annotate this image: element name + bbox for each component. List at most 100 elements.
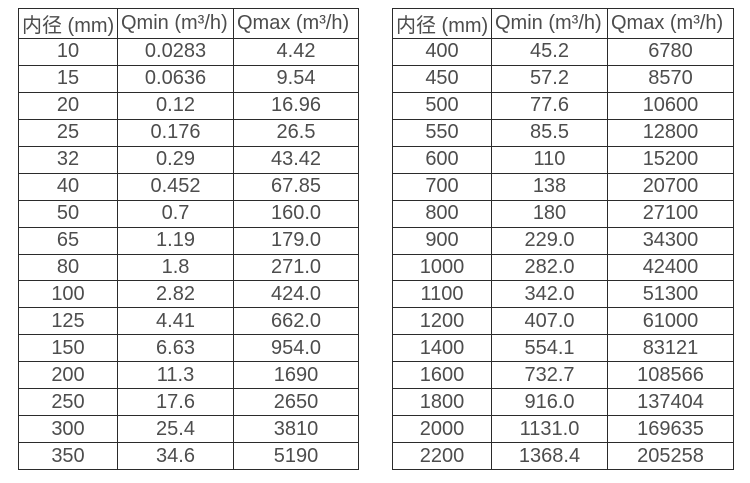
table-cell: 0.0283 bbox=[117, 38, 234, 66]
table-cell: 51300 bbox=[607, 280, 734, 309]
table-cell: 85.5 bbox=[491, 118, 608, 147]
table-cell: 662.0 bbox=[233, 307, 359, 336]
table-cell: 11.3 bbox=[117, 361, 234, 390]
column-header-diameter: 内径 (mm) bbox=[392, 8, 492, 39]
table-cell: 1200 bbox=[392, 307, 492, 336]
table-cell: 2000 bbox=[392, 415, 492, 444]
table-cell: 0.176 bbox=[117, 118, 234, 147]
table-row: 80 1.8 271.0 bbox=[18, 253, 359, 282]
table-cell: 4.41 bbox=[117, 307, 234, 336]
table-cell: 80 bbox=[18, 253, 118, 282]
column-header-qmax: Qmax (m³/h) bbox=[607, 8, 734, 39]
table-cell: 17.6 bbox=[117, 388, 234, 417]
table-cell: 8570 bbox=[607, 64, 734, 93]
table-cell: 15 bbox=[18, 64, 118, 93]
table-cell: 954.0 bbox=[233, 334, 359, 363]
table-cell: 137404 bbox=[607, 388, 734, 417]
table-cell: 1.8 bbox=[117, 253, 234, 282]
table-row: 40 0.452 67.85 bbox=[18, 172, 359, 201]
table-cell: 554.1 bbox=[491, 334, 608, 363]
table-row: 15 0.0636 9.54 bbox=[18, 64, 359, 93]
table-row: 1400 554.1 83121 bbox=[392, 334, 734, 363]
table-cell: 550 bbox=[392, 118, 492, 147]
table-row: 150 6.63 954.0 bbox=[18, 334, 359, 363]
table-cell: 67.85 bbox=[233, 172, 359, 201]
table-cell: 282.0 bbox=[491, 253, 608, 282]
table-cell: 42400 bbox=[607, 253, 734, 282]
table-cell: 43.42 bbox=[233, 145, 359, 174]
table-cell: 20 bbox=[18, 91, 118, 120]
table-cell: 1690 bbox=[233, 361, 359, 390]
table-row: 1100 342.0 51300 bbox=[392, 280, 734, 309]
table-cell: 0.12 bbox=[117, 91, 234, 120]
table-row: 65 1.19 179.0 bbox=[18, 226, 359, 255]
table-cell: 250 bbox=[18, 388, 118, 417]
table-cell: 2650 bbox=[233, 388, 359, 417]
table-cell: 150 bbox=[18, 334, 118, 363]
table-cell: 424.0 bbox=[233, 280, 359, 309]
table-row: 50 0.7 160.0 bbox=[18, 199, 359, 228]
column-header-qmin: Qmin (m³/h) bbox=[117, 8, 234, 39]
column-header-qmax: Qmax (m³/h) bbox=[233, 8, 359, 39]
table-cell: 138 bbox=[491, 172, 608, 201]
table-row: 400 45.2 6780 bbox=[392, 38, 734, 66]
table-row: 300 25.4 3810 bbox=[18, 415, 359, 444]
table-cell: 300 bbox=[18, 415, 118, 444]
table-cell: 160.0 bbox=[233, 199, 359, 228]
table-cell: 0.29 bbox=[117, 145, 234, 174]
table-cell: 1.19 bbox=[117, 226, 234, 255]
table-cell: 342.0 bbox=[491, 280, 608, 309]
table-cell: 61000 bbox=[607, 307, 734, 336]
table-row: 2000 1131.0 169635 bbox=[392, 415, 734, 444]
table-cell: 407.0 bbox=[491, 307, 608, 336]
table-cell: 900 bbox=[392, 226, 492, 255]
flow-table-large-diameters: 内径 (mm) Qmin (m³/h) Qmax (m³/h) 400 45.2 6… bbox=[392, 8, 734, 470]
table-body-small-diameters: 10 0.0283 4.42 15 0.0636 9.54 20 0.12 16.96 25 0.1… bbox=[18, 38, 359, 470]
table-cell: 26.5 bbox=[233, 118, 359, 147]
table-cell: 125 bbox=[18, 307, 118, 336]
table-row: 500 77.6 10600 bbox=[392, 91, 734, 120]
table-body-large-diameters: 400 45.2 6780 450 57.2 8570 500 77.6 10600 550 85.… bbox=[392, 38, 734, 470]
table-cell: 45.2 bbox=[491, 38, 608, 66]
table-cell: 5190 bbox=[233, 442, 359, 470]
table-row: 250 17.6 2650 bbox=[18, 388, 359, 417]
flow-table-small-diameters: 内径 (mm) Qmin (m³/h) Qmax (m³/h) 10 0.0283… bbox=[18, 8, 359, 470]
table-row: 1200 407.0 61000 bbox=[392, 307, 734, 336]
table-cell: 350 bbox=[18, 442, 118, 470]
table-cell: 1000 bbox=[392, 253, 492, 282]
table-cell: 1600 bbox=[392, 361, 492, 390]
table-cell: 12800 bbox=[607, 118, 734, 147]
table-cell: 205258 bbox=[607, 442, 734, 470]
table-cell: 10 bbox=[18, 38, 118, 66]
table-row: 900 229.0 34300 bbox=[392, 226, 734, 255]
column-header-qmin: Qmin (m³/h) bbox=[491, 8, 608, 39]
table-row: 700 138 20700 bbox=[392, 172, 734, 201]
table-cell: 732.7 bbox=[491, 361, 608, 390]
table-cell: 10600 bbox=[607, 91, 734, 120]
table-row: 1600 732.7 108566 bbox=[392, 361, 734, 390]
table-row: 2200 1368.4 205258 bbox=[392, 442, 734, 470]
table-row: 200 11.3 1690 bbox=[18, 361, 359, 390]
table-cell: 4.42 bbox=[233, 38, 359, 66]
table-header-row: 内径 (mm) Qmin (m³/h) Qmax (m³/h) bbox=[18, 8, 359, 39]
table-cell: 34300 bbox=[607, 226, 734, 255]
table-cell: 200 bbox=[18, 361, 118, 390]
table-row: 10 0.0283 4.42 bbox=[18, 38, 359, 66]
table-cell: 400 bbox=[392, 38, 492, 66]
table-cell: 6780 bbox=[607, 38, 734, 66]
table-cell: 1131.0 bbox=[491, 415, 608, 444]
table-cell: 1800 bbox=[392, 388, 492, 417]
table-cell: 271.0 bbox=[233, 253, 359, 282]
table-cell: 32 bbox=[18, 145, 118, 174]
table-header-row: 内径 (mm) Qmin (m³/h) Qmax (m³/h) bbox=[392, 8, 734, 39]
table-cell: 500 bbox=[392, 91, 492, 120]
table-cell: 600 bbox=[392, 145, 492, 174]
table-cell: 25.4 bbox=[117, 415, 234, 444]
table-row: 350 34.6 5190 bbox=[18, 442, 359, 470]
table-cell: 100 bbox=[18, 280, 118, 309]
table-cell: 0.0636 bbox=[117, 64, 234, 93]
table-cell: 9.54 bbox=[233, 64, 359, 93]
table-cell: 27100 bbox=[607, 199, 734, 228]
table-cell: 20700 bbox=[607, 172, 734, 201]
table-cell: 1368.4 bbox=[491, 442, 608, 470]
